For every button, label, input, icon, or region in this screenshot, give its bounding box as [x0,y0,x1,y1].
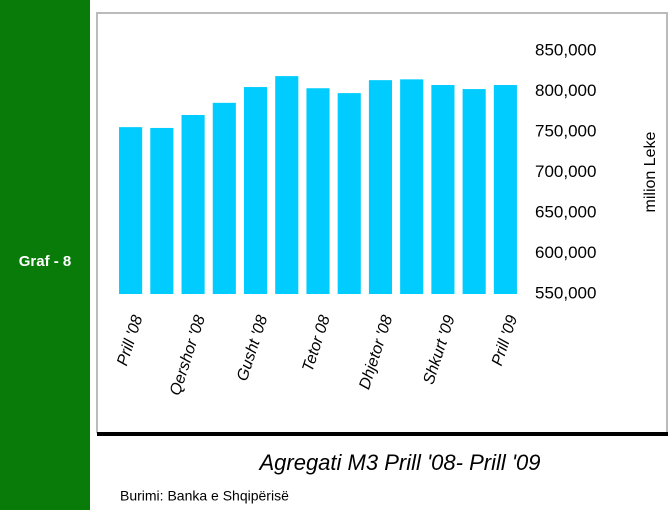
y-tick-label: 600,000 [535,243,596,262]
chart-title: Agregati M3 Prill '08- Prill '09 [257,450,540,475]
x-tick-label: Qershor '08 [167,313,209,397]
y-tick-label: 850,000 [535,40,596,59]
bar [243,87,268,294]
bar [431,85,455,295]
bar [150,127,174,294]
y-axis-label: milion Leke [642,131,659,212]
x-tick-label: Gusht '08 [234,313,271,383]
bar [462,89,486,294]
bar [212,102,236,294]
bar [306,88,330,294]
y-tick-label: 750,000 [535,121,596,140]
x-tick-label: Prill '08 [114,313,146,368]
bar [400,79,424,294]
x-tick-label: Dhjetor '08 [356,313,396,391]
x-tick-label: Prill '09 [489,313,521,368]
side-label: Graf - 8 [19,253,72,270]
bar [275,76,299,294]
x-tick-label: Shkurt '09 [420,313,458,386]
y-tick-label: 800,000 [535,81,596,100]
side-panel [0,0,90,510]
y-tick-label: 700,000 [535,162,596,181]
x-tick-label: Tetor 08 [300,313,334,374]
bar [181,114,205,295]
bar [119,127,143,294]
chart-frame [96,12,668,433]
source: Burimi: Banka e Shqipërisë [120,488,289,504]
y-tick-label: 650,000 [535,202,596,221]
bar [337,93,361,295]
y-tick-label: 550,000 [535,283,596,302]
bar [493,85,517,295]
bar [368,80,393,294]
